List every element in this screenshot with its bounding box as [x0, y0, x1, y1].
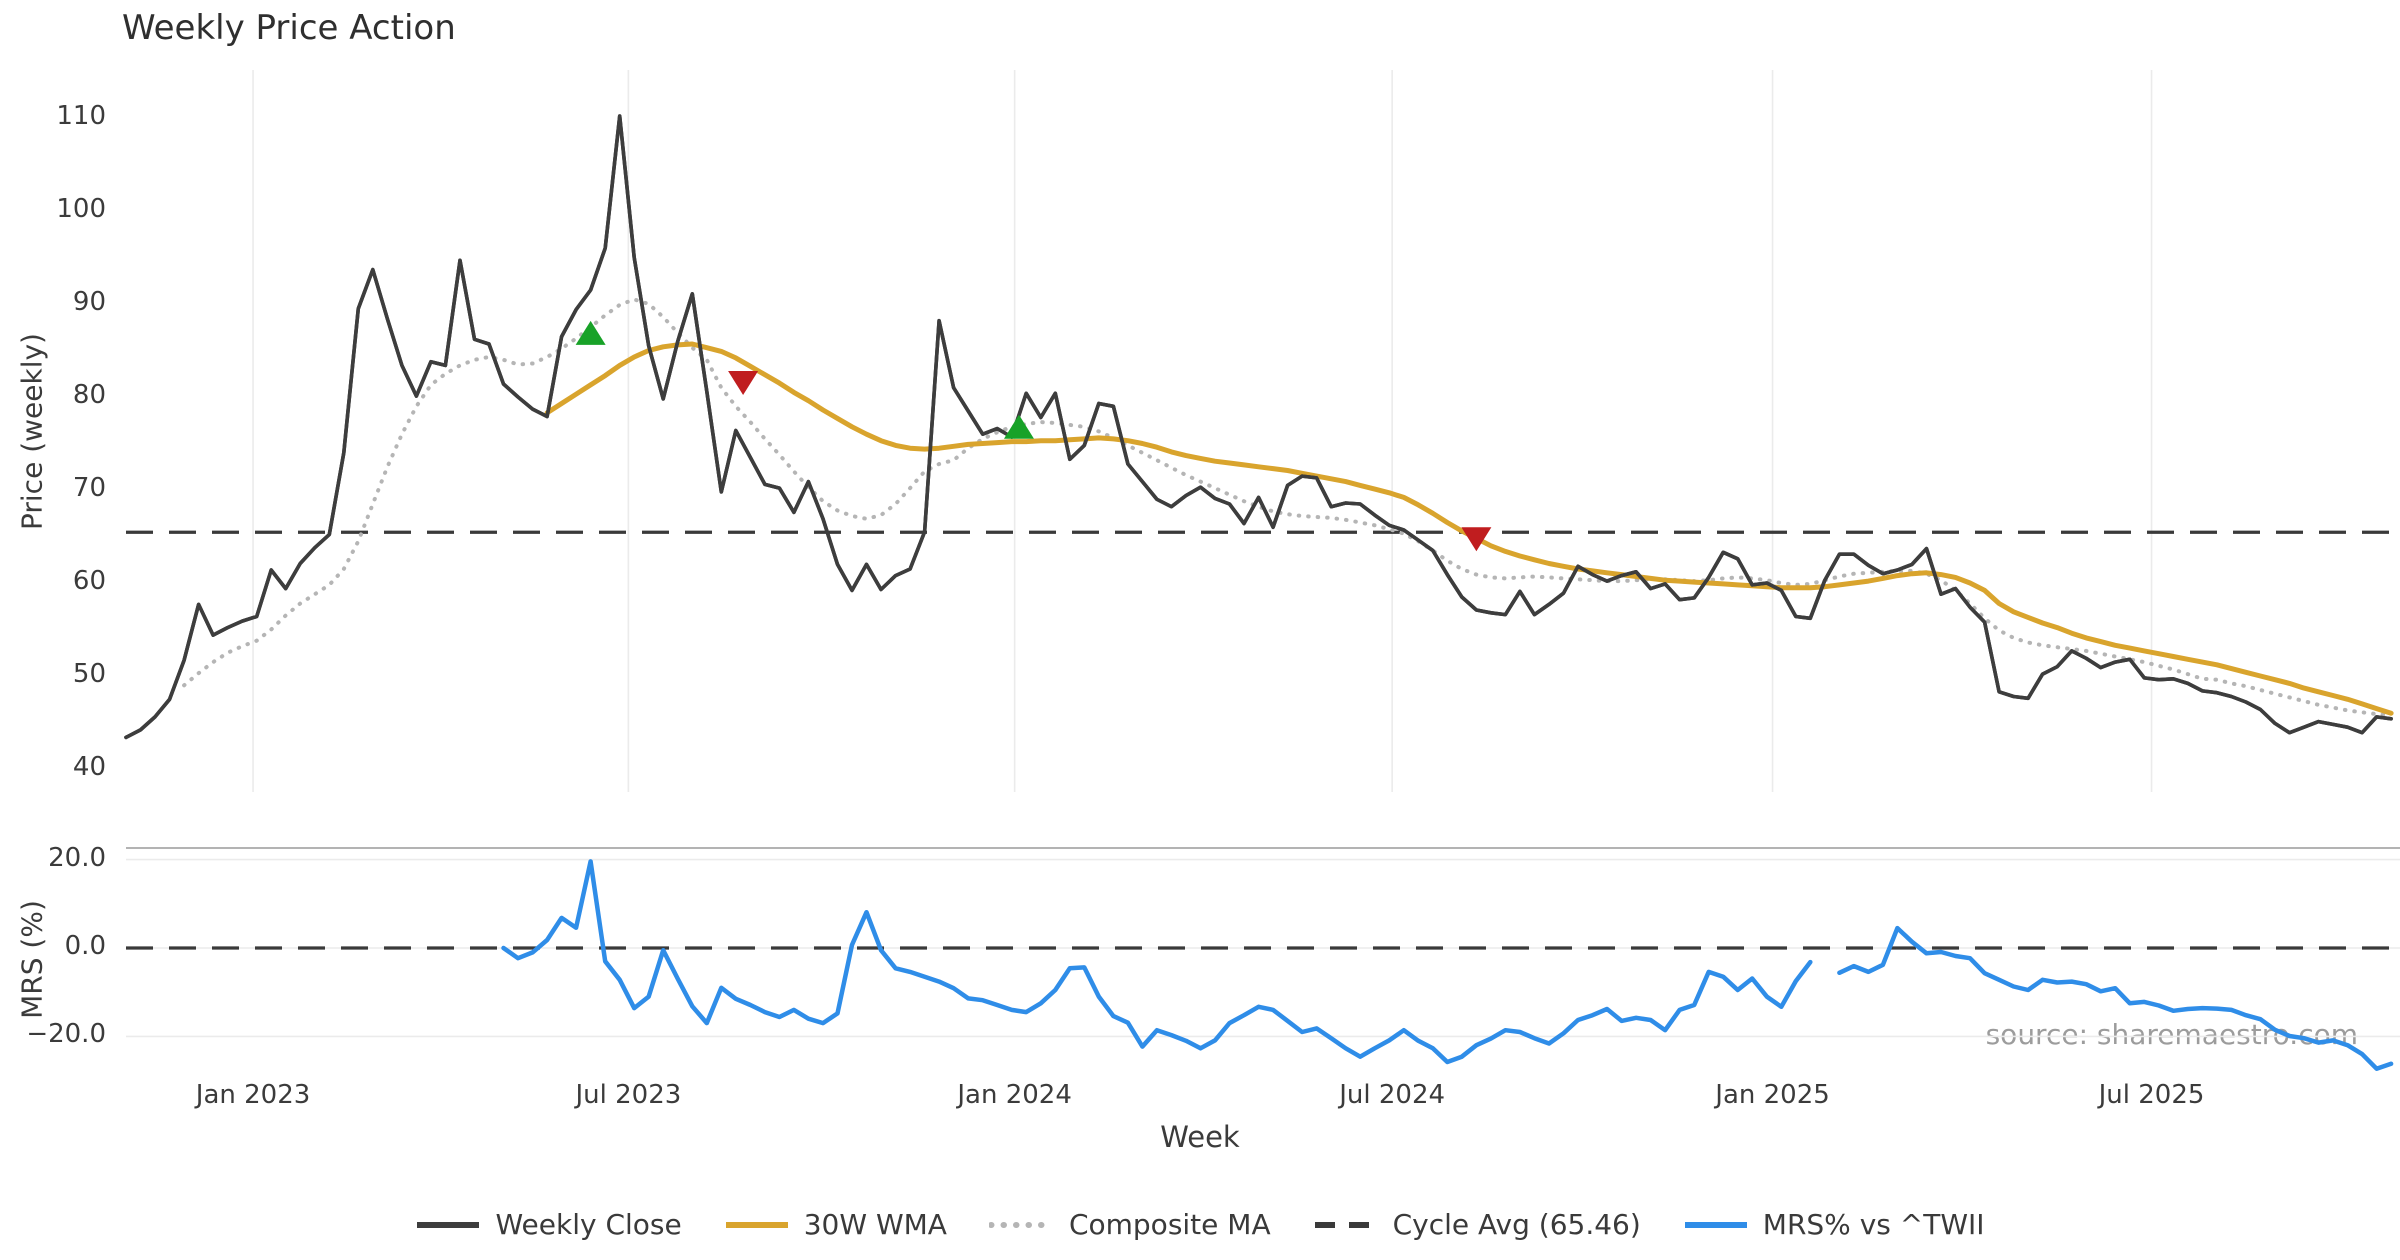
x-axis-label: Week	[1160, 1120, 1240, 1154]
legend-label: Cycle Avg (65.46)	[1392, 1208, 1641, 1241]
x-tick: Jan 2024	[957, 1080, 1072, 1110]
price-ytick: 70	[72, 473, 106, 503]
legend-swatch	[1684, 1221, 1747, 1228]
x-tick: Jan 2025	[1715, 1080, 1830, 1110]
price-ytick: 60	[72, 566, 106, 596]
price-ytick: 80	[72, 380, 106, 410]
x-tick: Jul 2025	[2098, 1080, 2205, 1110]
legend-item-weekly-close: Weekly Close	[415, 1208, 682, 1241]
legend-label: 30W WMA	[803, 1208, 947, 1241]
source-watermark: source: sharemaestro.com	[1985, 1018, 2358, 1051]
sell-signal-marker	[1461, 527, 1492, 552]
legend-item-30w-wma: 30W WMA	[724, 1208, 947, 1241]
series-weekly-close	[124, 114, 2393, 740]
legend-label: MRS% vs ^TWII	[1762, 1208, 1985, 1241]
price-ytick: 40	[72, 752, 106, 782]
mrs-ytick: −20.0	[26, 1019, 106, 1050]
price-ytick: 100	[56, 194, 106, 224]
legend-swatch	[417, 1221, 480, 1228]
buy-signal-marker	[1003, 414, 1034, 439]
buy-signal-marker	[575, 320, 606, 345]
price-ytick: 50	[72, 659, 106, 689]
mrs-ytick: 20.0	[48, 842, 106, 873]
legend-swatch	[1314, 1221, 1377, 1228]
series-mrs-vs-twii	[501, 859, 2394, 1071]
price-ytick: 110	[56, 101, 106, 131]
series-composite-ma	[182, 297, 2394, 718]
x-tick: Jan 2023	[195, 1080, 311, 1110]
x-tick: Jul 2023	[575, 1080, 682, 1110]
legend-label: Composite MA	[1068, 1208, 1271, 1241]
legend-item-mrs-vs-twii: MRS% vs ^TWII	[1683, 1208, 1985, 1241]
legend-swatch	[725, 1221, 788, 1228]
sell-signal-marker	[728, 371, 759, 396]
legend-item-cycle-avg-65-46-: Cycle Avg (65.46)	[1313, 1208, 1641, 1241]
x-tick: Jul 2024	[1339, 1080, 1446, 1110]
legend-label: Weekly Close	[495, 1208, 682, 1241]
price-ytick: 90	[72, 287, 106, 317]
chart-title: Weekly Price Action	[122, 8, 456, 48]
legend: Weekly Close 30W WMA Composite MA Cycle Avg…	[0, 1208, 2400, 1241]
legend-swatch	[988, 1221, 1055, 1228]
legend-item-composite-ma: Composite MA	[988, 1208, 1271, 1241]
series-weekly-close	[124, 114, 2393, 740]
mrs-ytick: 0.0	[64, 931, 106, 961]
